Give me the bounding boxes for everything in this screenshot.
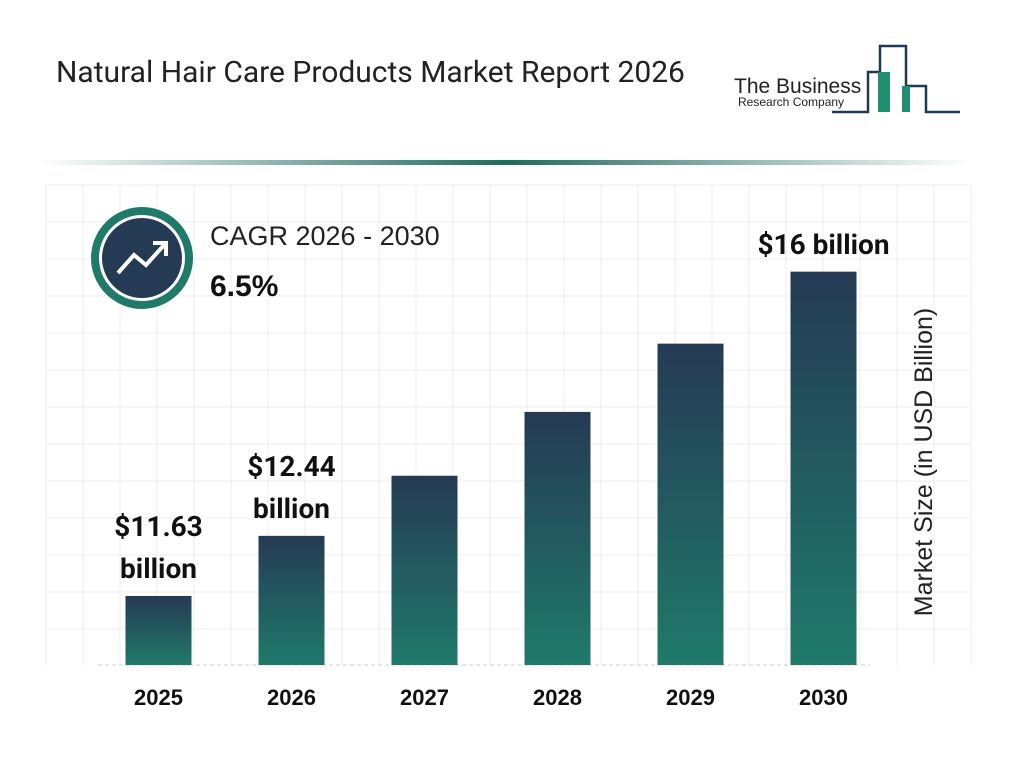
value-label: $16 billion [757,227,890,261]
brand-sub: Research Company [738,95,844,109]
badge [102,218,182,298]
brand-name: The Business [734,75,861,98]
bar [258,535,325,665]
x-tick-label: 2028 [533,685,582,710]
bar [657,343,724,665]
bar [790,271,857,665]
bar [524,411,591,665]
x-tick-label: 2026 [267,685,316,710]
value-label: $12.44 billion [247,449,336,525]
x-tick-label: 2030 [799,685,848,710]
divider [40,160,970,165]
logo [832,44,960,114]
cagr-value: 6.5% [210,270,278,303]
value-label: $11.63 billion [114,509,203,585]
trend-icon [116,242,167,275]
trend-icon [153,241,168,256]
x-tick-label: 2029 [666,685,715,710]
bar [125,595,192,665]
bar [391,475,458,665]
x-tick-label: 2025 [134,685,183,710]
chart-title: Natural Hair Care Products Market Report… [56,55,685,90]
x-tick-label: 2027 [400,685,449,710]
cagr-label: CAGR 2026 - 2030 [210,221,440,251]
y-axis-label: Market Size (in USD Billion) [910,308,938,616]
